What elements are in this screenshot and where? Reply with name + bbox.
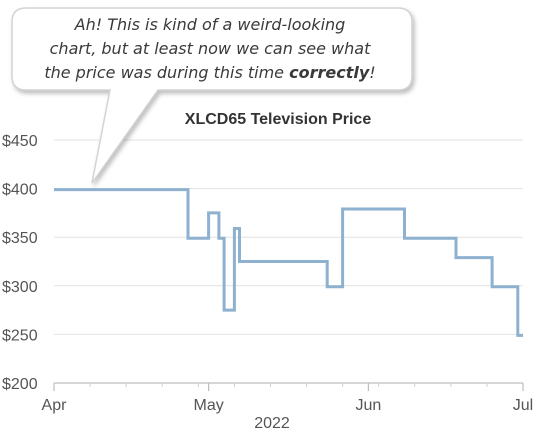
callout-segment: ! (369, 63, 375, 82)
y-tick-label: $300 (2, 279, 38, 296)
y-tick-label: $200 (2, 376, 38, 393)
callout-line: chart, but at least now we can see what (50, 39, 371, 58)
price-series-line (54, 188, 523, 337)
series-layer (53, 188, 524, 337)
callout-segment: Ah! This is kind of a weird-looking (74, 15, 346, 34)
x-tick-label: Apr (42, 397, 68, 414)
axes: $200 $250 $300 $350 $400 $450 Apr May Jun Jul (2, 133, 533, 414)
chart-title: XLCD65 Television Price (185, 111, 372, 128)
x-axis-title: 2022 (254, 415, 290, 432)
callout-shape (11, 7, 413, 184)
x-tick-label: Jun (355, 397, 381, 414)
callout-bubble: Ah! This is kind of a weird-looking chart… (11, 7, 413, 184)
y-tick-label: $450 (2, 133, 38, 150)
y-tick-label: $250 (2, 327, 38, 344)
callout-line: Ah! This is kind of a weird-looking (74, 15, 346, 34)
callout-segment: the price was during this time (44, 63, 289, 82)
callout-line: the price was during this time correctly… (44, 63, 375, 82)
callout-emphasis: correctly (289, 63, 370, 82)
y-tick-label: $350 (2, 230, 38, 247)
x-tick-label: Jul (513, 397, 533, 414)
callout-text: Ah! This is kind of a weird-looking chart… (44, 15, 375, 82)
x-tick-label: May (193, 397, 223, 414)
y-tick-label: $400 (2, 182, 38, 199)
callout-segment: chart, but at least now we can see what (50, 39, 371, 58)
